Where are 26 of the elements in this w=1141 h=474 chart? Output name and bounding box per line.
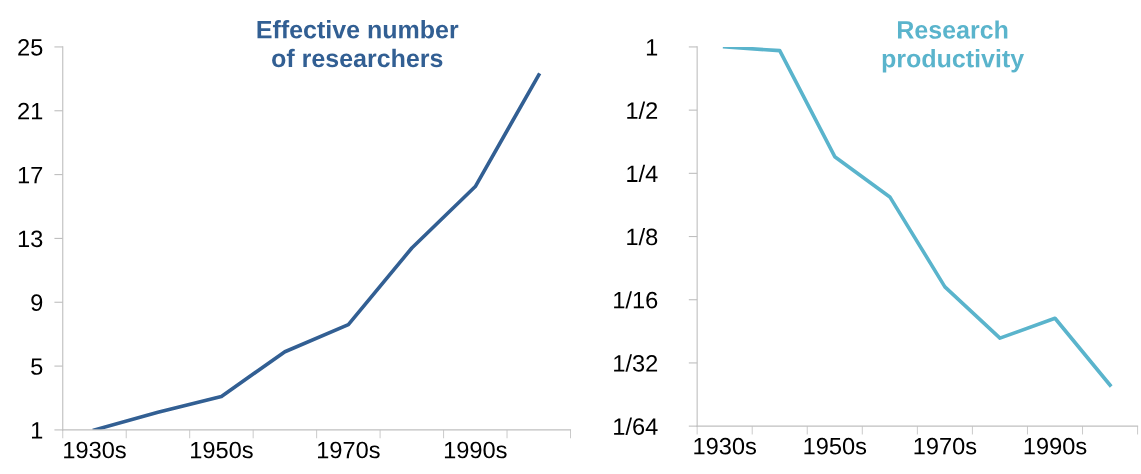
y-tick-label: 17 [18,166,43,184]
y-tick-label: 25 [18,38,43,56]
y-tick-label: 1/64 [614,417,658,435]
y-tick-label: 1 [31,422,43,439]
y-tick-label: 1/16 [614,291,658,309]
x-tick-label: 1950s [191,441,253,459]
chart-title: Research productivity [882,20,1024,73]
y-tick-label: 5 [31,358,43,375]
line-series [92,73,541,430]
x-tick-label: 1930s [694,437,756,455]
y-tick-label: 1/4 [627,164,658,183]
y-tick-label: 1/8 [627,227,658,246]
line-series [722,46,1112,387]
y-tick-label: 13 [18,230,43,248]
y-tick-label: 1 [646,39,658,56]
x-tick-label: 1930s [64,441,126,459]
y-tick-label: 9 [31,294,43,312]
y-tick-label: 1/2 [627,101,658,119]
x-tick-label: 1970s [318,441,380,459]
x-tick-label: 1990s [444,441,507,459]
x-tick-label: 1950s [804,437,867,455]
chart-title: Effective number of researchers [257,20,459,68]
y-tick-label: 21 [18,102,43,120]
y-tick-label: 1/32 [614,354,658,372]
x-tick-label: 1970s [914,437,977,455]
x-tick-label: 1990s [1024,437,1087,455]
